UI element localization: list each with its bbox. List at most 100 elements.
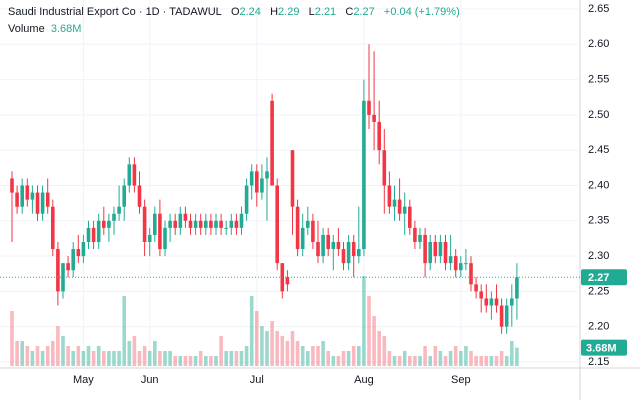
volume-bar bbox=[35, 346, 40, 366]
ohlc-label: C bbox=[345, 6, 354, 18]
volume-bar bbox=[275, 331, 279, 366]
candle-body bbox=[469, 263, 473, 285]
volume-bar bbox=[66, 346, 70, 366]
candle-body bbox=[438, 241, 443, 257]
volume-bar bbox=[504, 356, 509, 366]
volume-bar bbox=[163, 351, 167, 366]
candle-body bbox=[96, 220, 101, 242]
volume-bar bbox=[311, 346, 315, 366]
candle-body bbox=[290, 150, 295, 207]
volume-bar bbox=[168, 351, 172, 366]
volume-bar bbox=[40, 351, 45, 366]
volume-bar bbox=[306, 351, 310, 366]
volume-bar bbox=[142, 346, 147, 366]
volume-bar bbox=[117, 351, 121, 366]
candle-body bbox=[45, 192, 50, 207]
volume-bar bbox=[402, 351, 407, 366]
candle-body bbox=[413, 227, 417, 242]
candle-body bbox=[428, 241, 432, 264]
volume-bar bbox=[453, 346, 458, 366]
volume-bar bbox=[316, 346, 320, 366]
candle-body bbox=[25, 185, 30, 200]
candle-body bbox=[239, 213, 244, 228]
candle-body bbox=[15, 192, 19, 207]
candle-body bbox=[341, 249, 346, 264]
candle-body bbox=[244, 185, 249, 214]
volume-bar bbox=[112, 351, 116, 366]
volume-bar bbox=[244, 346, 249, 366]
volume-bar bbox=[71, 351, 75, 366]
volume-bar bbox=[510, 341, 514, 366]
candle-body bbox=[453, 256, 458, 271]
x-tick-label: May bbox=[73, 374, 94, 386]
candle-body bbox=[214, 220, 218, 228]
candle-body bbox=[56, 249, 60, 292]
candle-body bbox=[76, 249, 81, 257]
volume-bar bbox=[153, 341, 157, 366]
candle-body bbox=[204, 220, 208, 228]
volume-badge bbox=[581, 339, 627, 356]
candle-body bbox=[459, 263, 463, 271]
candle-body bbox=[346, 241, 351, 264]
candle-body bbox=[122, 185, 126, 207]
candle-body bbox=[331, 241, 336, 250]
candle-body bbox=[234, 220, 239, 228]
candle-body bbox=[336, 241, 341, 250]
volume-bar bbox=[127, 341, 132, 366]
candle-body bbox=[433, 241, 438, 257]
volume-bar bbox=[280, 336, 285, 366]
volume-bar bbox=[76, 346, 81, 366]
candle-body bbox=[168, 220, 172, 228]
volume-bar bbox=[96, 346, 101, 366]
candle-body bbox=[357, 249, 361, 257]
volume-bar bbox=[270, 321, 274, 366]
candle-body bbox=[275, 185, 279, 264]
candle-body bbox=[183, 213, 188, 221]
candle-body bbox=[372, 114, 376, 122]
volume-bar bbox=[204, 356, 208, 366]
candle-body bbox=[91, 227, 96, 242]
candle-body bbox=[402, 206, 407, 214]
volume-bar bbox=[479, 356, 483, 366]
candle-body bbox=[35, 192, 40, 214]
volume-bar bbox=[137, 351, 142, 366]
candle-body bbox=[316, 241, 320, 257]
volume-bar bbox=[183, 356, 188, 366]
volume-bar bbox=[86, 346, 91, 366]
volume-bar bbox=[408, 356, 412, 366]
volume-bar bbox=[45, 346, 50, 366]
volume-bar bbox=[321, 341, 325, 366]
symbol: Saudi Industrial Export Co · 1D · TADAWU… bbox=[8, 6, 222, 18]
y-tick-label: 2.60 bbox=[588, 38, 609, 50]
candle-body bbox=[219, 220, 223, 228]
candle-body bbox=[224, 227, 228, 229]
candle-body bbox=[387, 185, 392, 207]
candle-body bbox=[71, 249, 75, 271]
candle-body bbox=[474, 284, 478, 292]
y-tick-label: 2.50 bbox=[588, 109, 609, 121]
candle-body bbox=[127, 164, 132, 186]
volume-bar bbox=[367, 296, 371, 366]
candle-body bbox=[504, 305, 509, 327]
volume-bar bbox=[290, 331, 295, 366]
candle-body bbox=[81, 241, 86, 257]
candle-body bbox=[489, 298, 494, 306]
candle-body bbox=[321, 234, 325, 257]
candle-body bbox=[515, 277, 519, 299]
volume-bar bbox=[260, 326, 264, 366]
volume-bar bbox=[10, 311, 14, 366]
volume-bar bbox=[255, 311, 259, 366]
volume-bar bbox=[91, 351, 96, 366]
volume-bar bbox=[102, 351, 106, 366]
legend-row: Volume 3.68M bbox=[8, 21, 460, 38]
ohlc-label: L bbox=[308, 6, 315, 18]
volume-bar bbox=[469, 351, 473, 366]
volume-bar bbox=[295, 341, 300, 366]
volume-bar bbox=[224, 351, 228, 366]
candle-body bbox=[351, 241, 356, 257]
y-tick-label: 2.55 bbox=[588, 74, 609, 86]
ohlc-value: 2.24 bbox=[239, 6, 261, 18]
volume-bar bbox=[459, 351, 463, 366]
ohlc-label: H bbox=[270, 6, 279, 18]
volume-bar bbox=[300, 346, 305, 366]
